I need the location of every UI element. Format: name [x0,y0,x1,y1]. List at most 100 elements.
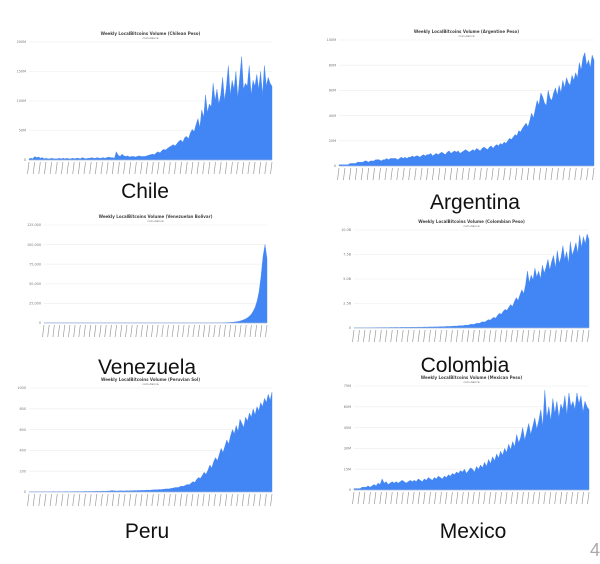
country-label-mexico: Mexico [439,520,507,543]
x-tick-mark [472,329,475,343]
y-tick-label: 400 [20,449,26,453]
x-tick-mark [449,167,453,181]
x-tick-mark [83,324,86,338]
x-tick-mark [494,491,497,505]
x-tick-mark [72,161,75,175]
x-tick-mark [520,167,524,181]
x-tick-mark [249,324,252,338]
x-tick-mark [241,493,245,507]
x-tick-mark [412,491,415,505]
x-tick-mark [72,493,75,507]
y-tick-label: 0 [24,158,26,162]
chart-title: Weekly LocalBitcoins Volume (Peruvian So… [101,377,200,382]
x-tick-mark [510,491,513,505]
chart-subtitle: coin.dance [142,382,158,386]
x-tick-mark [42,324,45,338]
y-tick-label: 0 [24,490,26,494]
x-tick-mark [521,329,524,343]
x-tick-mark [568,167,571,181]
x-tick-mark [352,491,355,505]
x-tick-mark [445,491,448,505]
x-tick-mark [402,167,405,181]
x-tick-mark [455,329,459,343]
chart-chile: Weekly LocalBitcoins Volume (Chilean Pes… [17,31,273,175]
x-tick-mark [532,491,535,505]
chart-subtitle: coin.dance [463,380,479,384]
x-tick-mark [202,324,206,338]
x-tick-mark [505,491,508,505]
x-tick-mark [151,324,154,338]
x-tick-mark [78,324,81,338]
x-tick-mark [73,324,76,338]
x-tick-mark [117,493,120,507]
x-tick-mark [32,493,35,507]
x-tick-mark [516,491,519,505]
x-tick-mark [505,329,508,343]
x-tick-mark [264,493,267,507]
y-tick-label: 40M [329,114,336,118]
area-series [353,390,590,491]
chart-subtitle: coin.dance [458,34,474,38]
x-tick-mark [537,491,541,505]
x-tick-mark [253,493,256,507]
x-tick-mark [510,329,513,343]
y-tick-label: 200 [20,469,26,473]
x-tick-mark [57,324,60,338]
x-tick-mark [134,493,137,507]
x-tick-mark [224,161,228,175]
x-tick-mark [191,161,194,175]
x-tick-mark [168,493,171,507]
y-tick-label: 50M [19,129,26,133]
x-tick-mark [157,493,160,507]
x-tick-mark [384,491,388,505]
x-tick-mark [161,324,164,338]
x-tick-mark [408,167,411,181]
x-tick-mark [196,493,199,507]
x-tick-mark [432,167,435,181]
x-tick-mark [106,493,109,507]
x-tick-mark [576,329,579,343]
x-tick-mark [434,491,437,505]
x-tick-mark [111,161,115,175]
x-tick-mark [509,167,512,181]
x-tick-mark [461,491,464,505]
x-tick-mark [111,493,115,507]
x-tick-mark [428,491,431,505]
x-tick-mark [477,329,481,343]
x-tick-mark [176,324,180,338]
y-tick-label: 50,000 [29,282,41,286]
chart-colombia: Weekly LocalBitcoins Volume (Colombian P… [341,219,590,343]
x-tick-mark [145,493,149,507]
x-tick-mark [68,324,71,338]
x-tick-mark [166,324,169,338]
chart-subtitle: coin.dance [147,219,163,223]
y-tick-label: 30M [344,447,351,451]
x-tick-mark [401,329,404,343]
x-tick-mark [417,329,420,343]
x-tick-mark [55,493,58,507]
x-tick-mark [27,161,30,175]
x-tick-mark [544,167,547,181]
x-tick-mark [423,491,426,505]
x-tick-mark [49,493,52,507]
x-tick-mark [258,161,262,175]
y-tick-label: 0 [334,164,336,168]
x-tick-mark [179,161,182,175]
x-tick-mark [66,493,69,507]
x-tick-mark [414,167,417,181]
x-tick-mark [426,167,429,181]
x-tick-mark [49,161,52,175]
x-tick-mark [128,493,132,507]
chart-title: Weekly LocalBitcoins Volume (Mexican Pes… [421,375,523,380]
x-tick-mark [134,161,137,175]
x-tick-mark [55,161,58,175]
y-tick-label: 200M [17,40,26,44]
x-tick-mark [219,493,222,507]
y-tick-label: 20M [329,139,336,143]
x-tick-mark [443,167,447,181]
x-tick-mark [44,493,47,507]
x-tick-mark [515,167,518,181]
x-tick-mark [135,324,138,338]
x-tick-mark [38,493,41,507]
x-tick-mark [538,167,541,181]
